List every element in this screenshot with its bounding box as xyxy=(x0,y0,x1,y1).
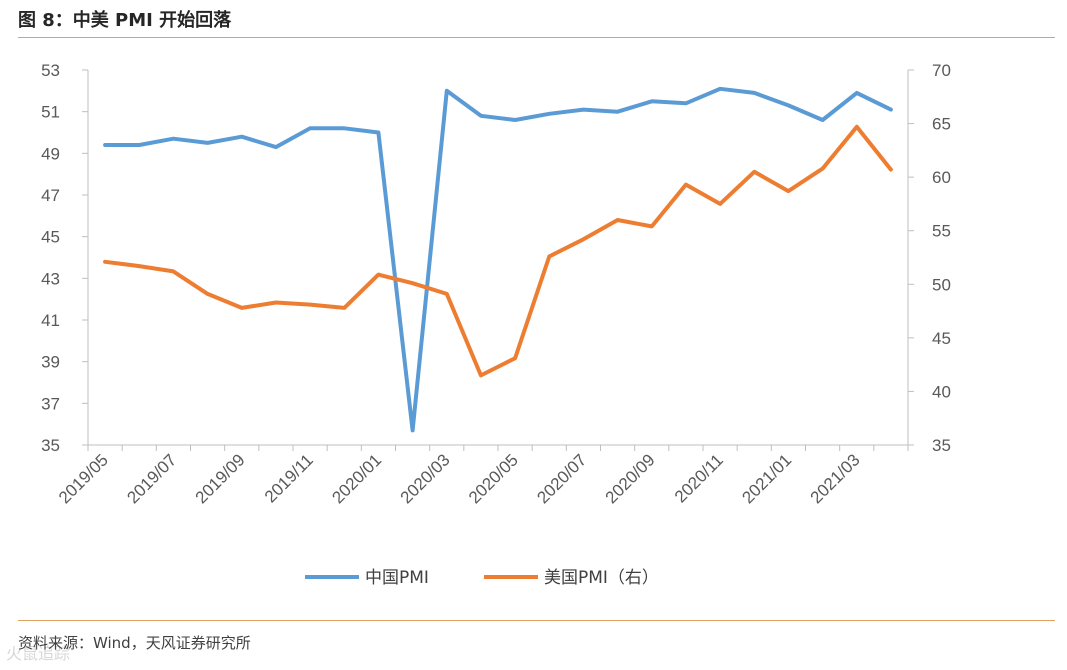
left-y-tick-label: 43 xyxy=(41,269,60,288)
right-y-tick-label: 60 xyxy=(932,168,951,187)
x-tick-label: 2021/03 xyxy=(807,450,864,507)
left-y-tick-label: 47 xyxy=(41,186,60,205)
left-y-tick-label: 35 xyxy=(41,436,60,455)
x-tick-label: 2020/07 xyxy=(533,450,590,507)
legend-label-us: 美国PMI（右） xyxy=(544,568,659,588)
top-divider xyxy=(18,37,1055,38)
left-y-tick-label: 45 xyxy=(41,228,60,247)
watermark: 火鼠追踪 xyxy=(6,644,71,663)
x-tick-label: 2019/05 xyxy=(55,450,112,507)
x-tick-label: 2020/05 xyxy=(465,450,522,507)
right-y-tick-label: 45 xyxy=(932,329,951,348)
left-y-tick-label: 39 xyxy=(41,353,60,372)
x-tick-label: 2019/11 xyxy=(261,450,317,506)
right-y-tick-label: 55 xyxy=(932,222,951,241)
right-y-tick-label: 70 xyxy=(932,61,951,80)
source-note: 资料来源：Wind，天风证券研究所 xyxy=(18,634,251,652)
left-y-tick-label: 49 xyxy=(41,144,60,163)
china-pmi-line xyxy=(103,86,893,433)
chart-title: 图 8：中美 PMI 开始回落 xyxy=(18,10,232,31)
x-tick-label: 2020/01 xyxy=(328,450,385,507)
right-y-tick-label: 40 xyxy=(932,382,951,401)
left-y-tick-label: 51 xyxy=(41,103,60,122)
chart-area: 35 37 39 41 43 45 47 49 51 53 35 40 45 50 55 60 65 70 2019… xyxy=(41,61,951,588)
legend-label-china: 中国PMI xyxy=(365,568,429,588)
us-pmi-line xyxy=(103,124,893,378)
x-tick-label: 2020/09 xyxy=(602,450,659,507)
left-y-tick-label: 53 xyxy=(41,61,60,80)
x-tick-label: 2019/07 xyxy=(123,450,180,507)
x-tick-label: 2020/03 xyxy=(397,450,454,507)
right-y-tick-label: 65 xyxy=(932,115,951,134)
x-tick-label: 2020/11 xyxy=(671,450,727,506)
x-tick-label: 2021/01 xyxy=(738,450,795,507)
left-y-tick-label: 41 xyxy=(41,311,60,330)
x-tick-label: 2019/09 xyxy=(192,450,249,507)
right-y-tick-label: 35 xyxy=(932,436,951,455)
right-y-tick-label: 50 xyxy=(932,275,951,294)
left-y-tick-label: 37 xyxy=(41,394,60,413)
bottom-divider xyxy=(18,620,1055,621)
